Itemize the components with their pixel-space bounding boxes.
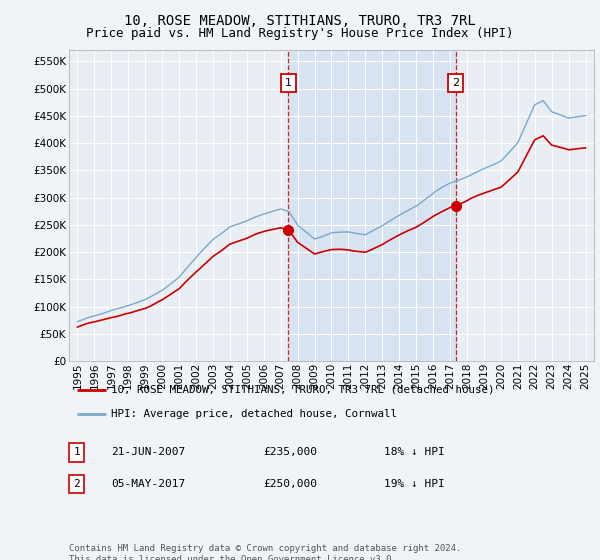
Text: 2: 2 xyxy=(452,78,460,88)
Text: 2: 2 xyxy=(74,479,80,489)
Text: Contains HM Land Registry data © Crown copyright and database right 2024.
This d: Contains HM Land Registry data © Crown c… xyxy=(69,544,461,560)
Text: 18% ↓ HPI: 18% ↓ HPI xyxy=(384,447,445,458)
Text: 1: 1 xyxy=(74,447,80,458)
Text: 10, ROSE MEADOW, STITHIANS, TRURO, TR3 7RL: 10, ROSE MEADOW, STITHIANS, TRURO, TR3 7… xyxy=(124,14,476,28)
Text: 10, ROSE MEADOW, STITHIANS, TRURO, TR3 7RL (detached house): 10, ROSE MEADOW, STITHIANS, TRURO, TR3 7… xyxy=(111,385,494,395)
Text: £235,000: £235,000 xyxy=(263,447,317,458)
Text: 21-JUN-2007: 21-JUN-2007 xyxy=(111,447,185,458)
Text: £250,000: £250,000 xyxy=(263,479,317,489)
Text: 19% ↓ HPI: 19% ↓ HPI xyxy=(384,479,445,489)
Text: HPI: Average price, detached house, Cornwall: HPI: Average price, detached house, Corn… xyxy=(111,409,397,419)
Text: 05-MAY-2017: 05-MAY-2017 xyxy=(111,479,185,489)
Text: 1: 1 xyxy=(285,78,292,88)
Text: Price paid vs. HM Land Registry's House Price Index (HPI): Price paid vs. HM Land Registry's House … xyxy=(86,27,514,40)
